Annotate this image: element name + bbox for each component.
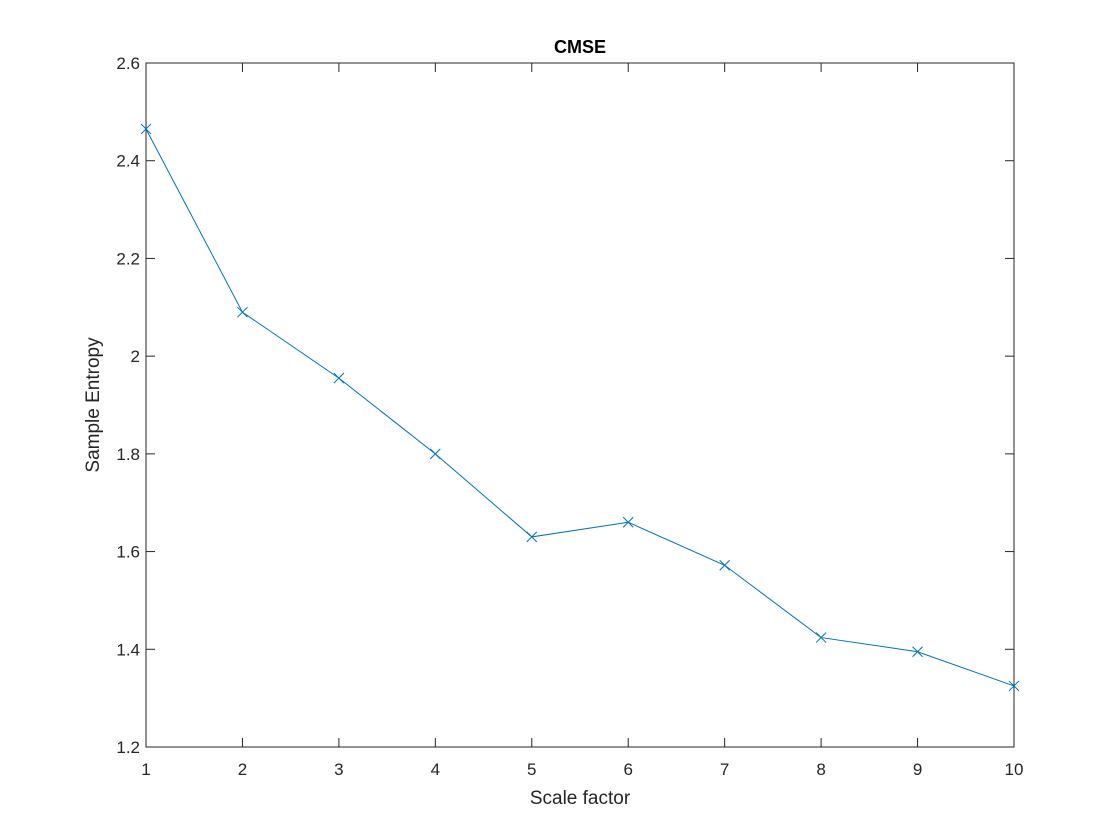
data-point-marker [333, 372, 345, 384]
data-point-marker [912, 646, 923, 658]
plot-frame [145, 62, 1015, 748]
x-tick-label: 5 [527, 760, 536, 779]
x-tick-label: 6 [623, 760, 632, 779]
x-tick-label: 10 [1005, 760, 1024, 779]
data-point-marker [140, 123, 152, 135]
x-tick-label: 4 [431, 760, 440, 779]
data-point-marker [622, 516, 634, 528]
x-tick-label: 7 [720, 760, 729, 779]
x-axis-label: Scale factor [530, 788, 631, 809]
y-tick-label: 1.2 [116, 738, 140, 757]
chart-title: CMSE [554, 37, 606, 57]
data-point-marker [526, 531, 538, 543]
y-tick-label: 1.8 [116, 445, 140, 464]
data-point-marker [429, 448, 441, 460]
x-tick-label: 9 [913, 760, 922, 779]
y-tick-label: 2.4 [116, 152, 140, 171]
y-tick-label: 2.2 [116, 249, 140, 268]
x-tick-label: 8 [816, 760, 825, 779]
x-tick-label: 1 [141, 760, 150, 779]
x-tick-label: 3 [334, 760, 343, 779]
y-tick-label: 1.6 [116, 543, 140, 562]
y-axis-label: Sample Entropy [83, 337, 104, 473]
y-tick-label: 1.4 [116, 640, 140, 659]
data-point-marker [1008, 680, 1020, 692]
y-tick-label: 2 [131, 347, 140, 366]
y-tick-label: 2.6 [116, 54, 140, 73]
data-point-marker [237, 306, 248, 318]
x-tick-label: 2 [238, 760, 247, 779]
series-line [145, 128, 1015, 687]
data-point-marker [815, 632, 827, 643]
data-point-marker [719, 559, 731, 571]
